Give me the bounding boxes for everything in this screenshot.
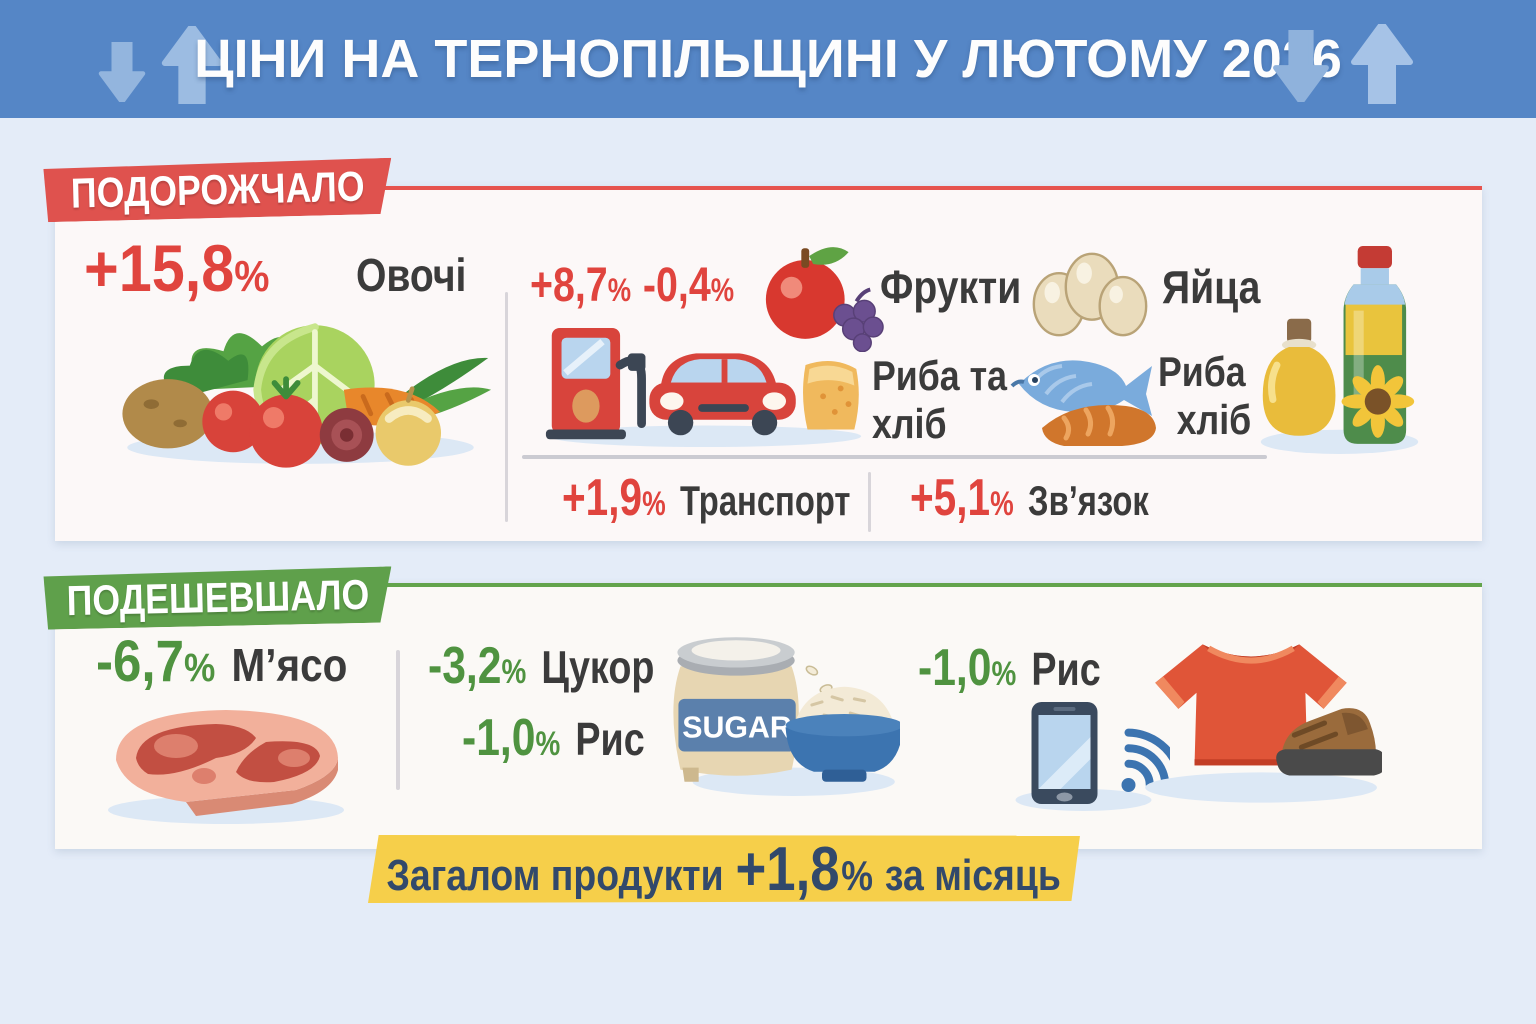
summary-text: Загалом продукти +1,8% за місяць (386, 834, 1062, 904)
sugar-and-rice-icon: SUGAR (673, 637, 900, 796)
meat-steak-icon (108, 710, 344, 824)
fish-bread-right-line1: Риба (1158, 348, 1246, 395)
fish-bread-right-label: Риба хліб (1158, 348, 1251, 445)
increased-badge-label: ПОДОРОЖЧАЛО (70, 162, 366, 217)
summary-value: +1,8 (735, 834, 840, 904)
decreased-badge: ПОДЕШЕВШАЛО (43, 566, 392, 629)
page-title: ЦІНИ НА ТЕРНОПІЛЬЩИНІ У ЛЮТОМУ 2026 (194, 29, 1342, 89)
oil-bottles-icon (1260, 246, 1419, 454)
increased-badge: ПОДОРОЖЧАЛО (43, 158, 392, 222)
meat-unit: % (183, 646, 216, 690)
up-arrow-icon (1351, 24, 1413, 104)
bread-icon (803, 360, 859, 430)
transport-value: +1,9 (562, 469, 643, 527)
sugar-jar-text: SUGAR (682, 711, 792, 744)
vegetables-icon (122, 323, 492, 468)
sugar-value: -3,2 (428, 637, 502, 695)
fruits-label: Фрукти (880, 261, 1022, 313)
sugar-unit: % (501, 653, 527, 691)
vegetables-label: Овочі (356, 249, 467, 301)
fruits-unit: % (710, 272, 735, 308)
rice-mid-label: Рис (575, 713, 645, 765)
fish-and-bread-icon (1010, 360, 1156, 446)
decreased-badge-label: ПОДЕШЕВШАЛО (66, 570, 370, 625)
shoe-icon (1276, 708, 1382, 776)
car-icon (649, 353, 796, 436)
summary-suffix: за місяць (885, 850, 1062, 900)
tshirt-shoe-icon (1145, 644, 1382, 803)
fruits-value: -0,4 (642, 259, 711, 312)
smartphone-icon (1031, 702, 1098, 804)
divider-vertical (505, 292, 508, 522)
meat-stat: -6,7% М’ясо (96, 628, 347, 695)
rice-right-stat: -1,0% Рис (918, 638, 1101, 698)
down-arrow-icon (98, 42, 146, 102)
fish-bread-right-line2: хліб (1176, 396, 1252, 444)
divider-vertical (396, 650, 400, 790)
fish-bread-left-line2: хліб (872, 400, 947, 448)
header-bar: ЦІНИ НА ТЕРНОПІЛЬЩИНІ У ЛЮТОМУ 2026 (0, 0, 1536, 118)
communication-stat: +5,1% Зв’язок (910, 468, 1149, 528)
divider-vertical (868, 472, 871, 532)
meat-value: -6,7 (96, 629, 184, 694)
sugar-jar-icon: SUGAR (673, 637, 799, 782)
fish-bread-left-line1: Риба та (872, 352, 1007, 399)
fish-icon (1010, 360, 1152, 416)
up-arrow-icon (161, 26, 223, 104)
wifi-icon (1121, 728, 1170, 792)
communication-label: Зв’язок (1028, 477, 1149, 524)
rice-right-label: Рис (1031, 643, 1101, 695)
smartphone-wifi-icon (1015, 702, 1170, 811)
summary-unit: % (841, 851, 874, 899)
sugar-stat: -3,2% Цукор (428, 636, 654, 696)
fuel-pump-car-bread-icon (545, 327, 862, 448)
fuel-fruits-stat: +8,7% -0,4% (530, 258, 734, 313)
vegetables-value: +15,8 (84, 231, 235, 305)
summary-ribbon: Загалом продукти +1,8% за місяць (368, 835, 1080, 903)
eggs-label: Яйца (1162, 261, 1261, 313)
sugar-label: Цукор (541, 641, 655, 693)
communication-value: +5,1 (910, 469, 991, 527)
fuel-value: +8,7 (530, 259, 608, 312)
summary-prefix: Загалом продукти (386, 850, 724, 900)
rice-mid-unit: % (535, 725, 561, 763)
apple-and-grapes-icon (765, 247, 884, 352)
rice-mid-value: -1,0 (462, 709, 536, 767)
fuel-pump-icon (545, 327, 646, 440)
down-arrow-icon (1273, 30, 1329, 102)
rice-bowl-icon (785, 686, 900, 782)
oil-bottle-icon (1262, 318, 1336, 436)
rice-right-unit: % (991, 655, 1017, 693)
fuel-unit: % (607, 272, 632, 308)
vegetables-unit: % (234, 252, 270, 301)
communication-unit: % (990, 485, 1014, 523)
meat-label: М’ясо (231, 639, 348, 691)
sunflower-icon (1341, 365, 1415, 438)
bread-loaf-icon (1042, 404, 1156, 446)
vegetables-stat: +15,8% (84, 230, 270, 306)
rice-mid-stat: -1,0% Рис (462, 708, 645, 768)
rice-right-value: -1,0 (918, 639, 992, 697)
transport-stat: +1,9% Транспорт (562, 468, 850, 528)
eggs-icon (1032, 252, 1148, 337)
divider-horizontal (522, 455, 1267, 459)
transport-label: Транспорт (680, 477, 851, 524)
transport-unit: % (642, 485, 666, 523)
fish-bread-left-label: Риба та хліб (872, 352, 1007, 449)
